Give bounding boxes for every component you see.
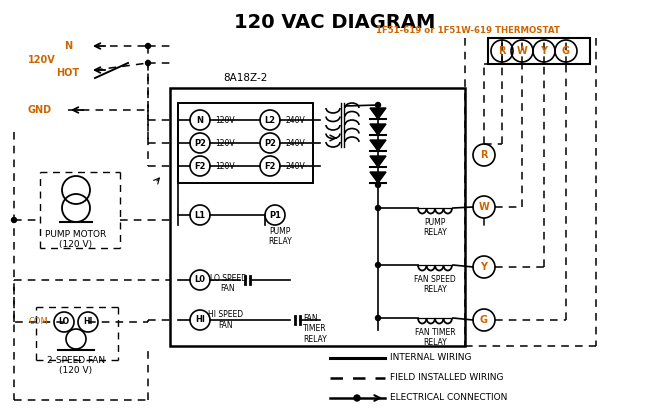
Text: HI: HI: [83, 318, 92, 326]
Circle shape: [145, 44, 151, 49]
Text: L1: L1: [194, 210, 206, 220]
Text: L0: L0: [194, 276, 206, 285]
Polygon shape: [370, 156, 386, 167]
Text: FIELD INSTALLED WIRING: FIELD INSTALLED WIRING: [390, 373, 503, 383]
Text: N: N: [64, 41, 72, 51]
Text: F2: F2: [264, 161, 276, 171]
Text: LO: LO: [58, 318, 70, 326]
Circle shape: [375, 205, 381, 210]
Text: 8A18Z-2: 8A18Z-2: [223, 73, 267, 83]
Text: FAN TIMER
RELAY: FAN TIMER RELAY: [415, 328, 456, 347]
Text: 2-SPEED FAN
(120 V): 2-SPEED FAN (120 V): [47, 356, 105, 375]
Text: N: N: [196, 116, 204, 124]
Text: G: G: [562, 46, 570, 56]
Circle shape: [375, 103, 381, 108]
Text: 240V: 240V: [285, 116, 305, 124]
Text: R: R: [480, 150, 488, 160]
Text: PUMP MOTOR
(120 V): PUMP MOTOR (120 V): [46, 230, 107, 249]
Text: COM: COM: [28, 318, 48, 326]
Bar: [170, 88, 465, 346]
Text: 120V: 120V: [215, 139, 234, 147]
Text: HI: HI: [195, 316, 205, 324]
Text: L2: L2: [265, 116, 275, 124]
Text: FAN SPEED
RELAY: FAN SPEED RELAY: [414, 275, 456, 295]
Text: F2: F2: [194, 161, 206, 171]
Circle shape: [375, 183, 381, 187]
Text: 120V: 120V: [215, 116, 234, 124]
Bar: [488, 38, 590, 64]
Text: Y: Y: [541, 46, 547, 56]
Text: PUMP
RELAY: PUMP RELAY: [423, 218, 447, 238]
Text: P2: P2: [264, 139, 276, 147]
Text: HI SPEED
FAN: HI SPEED FAN: [208, 310, 244, 330]
Text: ELECTRICAL CONNECTION: ELECTRICAL CONNECTION: [390, 393, 507, 403]
Text: W: W: [478, 202, 489, 212]
Text: GND: GND: [28, 105, 52, 115]
Text: INTERNAL WIRING: INTERNAL WIRING: [390, 354, 472, 362]
Text: FAN
TIMER
RELAY: FAN TIMER RELAY: [303, 314, 327, 344]
Text: G: G: [480, 315, 488, 325]
Text: R: R: [498, 46, 506, 56]
Text: P1: P1: [269, 210, 281, 220]
Text: 1F51-619 or 1F51W-619 THERMOSTAT: 1F51-619 or 1F51W-619 THERMOSTAT: [376, 26, 560, 34]
Polygon shape: [370, 124, 386, 135]
Polygon shape: [370, 108, 386, 119]
Text: HOT: HOT: [56, 68, 80, 78]
Text: LO SPEED
FAN: LO SPEED FAN: [210, 274, 247, 293]
Circle shape: [145, 60, 151, 65]
Circle shape: [375, 316, 381, 321]
Polygon shape: [370, 140, 386, 151]
Circle shape: [354, 395, 360, 401]
Text: 240V: 240V: [285, 161, 305, 171]
Text: P2: P2: [194, 139, 206, 147]
Text: Y: Y: [480, 262, 488, 272]
Text: 120V: 120V: [28, 55, 56, 65]
Polygon shape: [370, 172, 386, 183]
Bar: [178, 103, 313, 183]
Circle shape: [375, 262, 381, 267]
Text: 120 VAC DIAGRAM: 120 VAC DIAGRAM: [234, 13, 436, 32]
Text: 240V: 240V: [285, 139, 305, 147]
Text: W: W: [517, 46, 527, 56]
Text: PUMP
RELAY: PUMP RELAY: [268, 227, 292, 246]
Text: 120V: 120V: [215, 161, 234, 171]
Circle shape: [11, 217, 17, 222]
